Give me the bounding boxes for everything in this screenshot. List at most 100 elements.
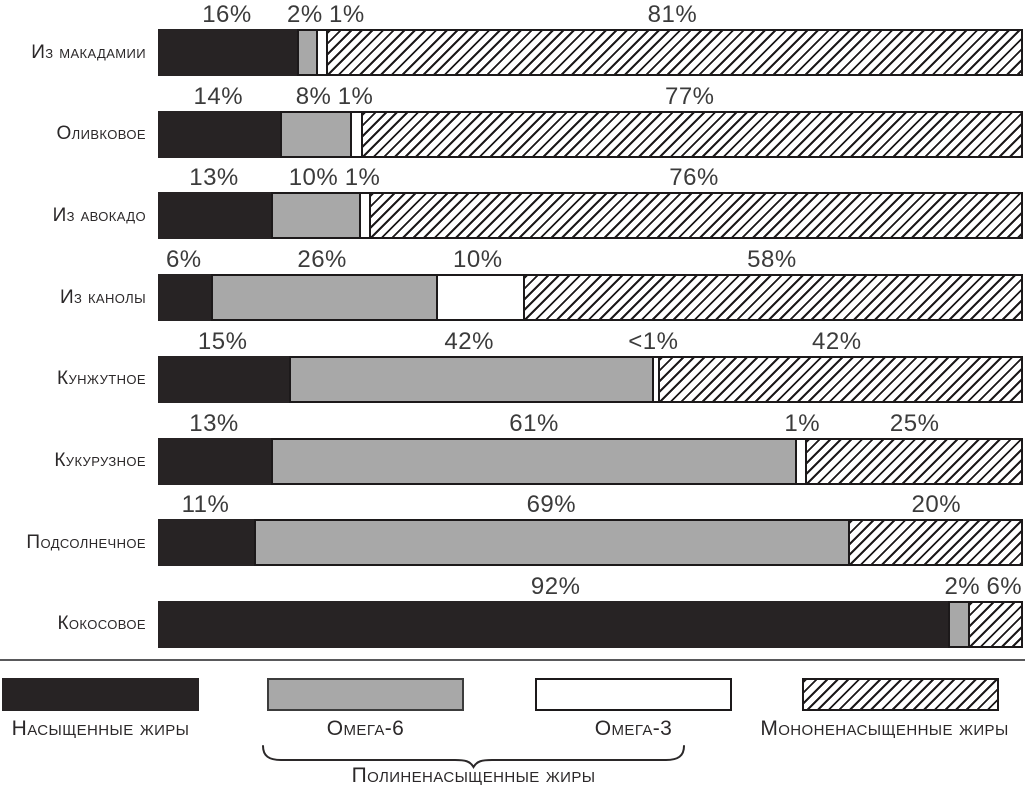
segment-mono: [326, 29, 1023, 76]
bar-value-labels: 13% 61% 1% 25%: [158, 410, 1023, 438]
legend-label-omega3: Омега-3: [594, 717, 673, 740]
chart-row: Подсолнечное 11% 69% 20%: [0, 491, 1025, 567]
segment-saturated: [158, 274, 214, 322]
bar-value-label: 2%: [944, 572, 981, 600]
separator-line: [0, 659, 1025, 661]
bar-value-label: 76%: [669, 164, 719, 192]
bar-value-label: 20%: [911, 491, 962, 519]
bar-value-label: 92%: [530, 572, 581, 600]
segment-saturated: [158, 192, 274, 240]
category-label: Из канолы: [59, 286, 146, 308]
stacked-bar: [158, 355, 1023, 403]
polyunsaturated-group-label: Полиненасыщенные жиры: [351, 764, 596, 787]
chart-row: Из макадамии 16% 2% 1% 81%: [0, 1, 1025, 77]
segment-omega6: [211, 274, 438, 322]
legend-item-saturated: Насыщенные жиры: [2, 678, 199, 744]
bar-value-label: 42%: [812, 327, 862, 355]
category-label: Кунжутное: [57, 368, 146, 390]
bar-value-labels: 14% 8% 1% 77%: [158, 83, 1023, 111]
bar-value-label: 15%: [197, 327, 248, 355]
segment-mono: [967, 600, 1023, 648]
category-label: Из авокадо: [52, 204, 146, 226]
bar-value-label: 13%: [189, 164, 239, 192]
segment-mono: [847, 519, 1023, 567]
legend-swatch-saturated: [2, 678, 199, 711]
segment-omega6: [279, 110, 353, 158]
segment-mono: [658, 355, 1023, 403]
bar-value-label: 16%: [202, 1, 252, 28]
segment-omega6: [271, 437, 797, 485]
bar-value-label: 10%: [453, 246, 503, 274]
stacked-bar: [158, 192, 1023, 240]
segment-omega6: [271, 192, 361, 240]
stacked-bar: [158, 274, 1023, 322]
category-label: Кокосовое: [57, 613, 146, 635]
segment-omega6: [288, 355, 654, 403]
legend-label-omega6: Омега-6: [326, 717, 405, 740]
bar-value-label: 58%: [747, 246, 797, 274]
chart-row: Из канолы 6% 26% 10% 58%: [0, 246, 1025, 322]
bar-value-label: 8%: [295, 82, 332, 110]
bar-value-labels: 16% 2% 1% 81%: [158, 1, 1023, 29]
polyunsaturated-brace: [262, 745, 685, 769]
bar-value-label: 1%: [784, 409, 821, 437]
legend-label-saturated: Насыщенные жиры: [11, 717, 190, 740]
segment-saturated: [158, 519, 257, 567]
bar-value-label: 77%: [664, 82, 715, 110]
bar-value-label: 10%: [288, 164, 339, 192]
stacked-bar: [158, 437, 1023, 485]
bar-value-labels: 11% 69% 20%: [158, 491, 1023, 519]
bar-value-label: 26%: [297, 246, 347, 274]
chart-row: Кунжутное 15% 42% <1% 42%: [0, 328, 1025, 404]
segment-omega3: [435, 274, 526, 322]
bar-value-label: 14%: [193, 82, 244, 110]
bar-value-label: 61%: [509, 409, 559, 437]
bar-value-label: <1%: [628, 327, 679, 355]
category-label: Оливковое: [56, 123, 146, 145]
segment-saturated: [158, 29, 299, 76]
segment-mono: [360, 110, 1023, 158]
bar-value-label: 6%: [165, 246, 202, 274]
bar-value-labels: 13% 10% 1% 76%: [158, 164, 1023, 192]
stacked-bar: [158, 29, 1023, 76]
legend-swatch-mono: [802, 678, 999, 711]
segment-omega6: [254, 519, 850, 567]
legend-swatch-omega6: [267, 678, 464, 711]
bar-value-labels: 92% 2% 6%: [158, 573, 1023, 601]
bar-value-label: 13%: [189, 409, 239, 437]
segment-omega6: [948, 600, 970, 648]
segment-saturated: [158, 437, 274, 485]
bar-value-labels: 6% 26% 10% 58%: [158, 246, 1023, 274]
segment-omega6: [296, 29, 318, 76]
segment-saturated: [158, 110, 282, 158]
bar-value-label: 69%: [526, 491, 577, 519]
chart-row: Кукурузное 13% 61% 1% 25%: [0, 410, 1025, 486]
legend-item-omega3: Омега-3: [535, 678, 732, 744]
bar-value-label: 42%: [444, 327, 494, 355]
segment-mono: [805, 437, 1023, 485]
legend-swatch-omega3: [535, 678, 732, 711]
legend-label-mono: Мононенасыщенные жиры: [760, 717, 1009, 740]
category-label: Из макадамии: [31, 41, 146, 63]
category-label: Кукурузное: [54, 450, 146, 471]
bar-value-label: 11%: [181, 491, 230, 519]
chart-row: Из авокадо 13% 10% 1% 76%: [0, 164, 1025, 240]
bar-value-label: 1%: [329, 1, 365, 28]
bar-value-label: 1%: [344, 164, 381, 192]
chart-row: Оливковое 14% 8% 1% 77%: [0, 83, 1025, 159]
chart-row: Кокосовое 92% 2% 6%: [0, 573, 1025, 649]
bar-value-label: 2%: [287, 1, 323, 28]
bar-value-label: 81%: [647, 1, 698, 28]
bar-value-labels: 15% 42% <1% 42%: [158, 328, 1023, 356]
stacked-bar: [158, 110, 1023, 158]
category-label: Подсолнечное: [26, 531, 146, 553]
segment-mono: [369, 192, 1023, 240]
bar-value-label: 1%: [337, 82, 374, 110]
legend-item-mono: Мононенасыщенные жиры: [760, 678, 1008, 744]
segment-saturated: [158, 600, 951, 648]
segment-saturated: [158, 355, 291, 403]
stacked-bar: [158, 600, 1023, 648]
bar-value-label: 6%: [986, 572, 1023, 600]
legend-item-omega6: Омега-6: [267, 678, 464, 744]
